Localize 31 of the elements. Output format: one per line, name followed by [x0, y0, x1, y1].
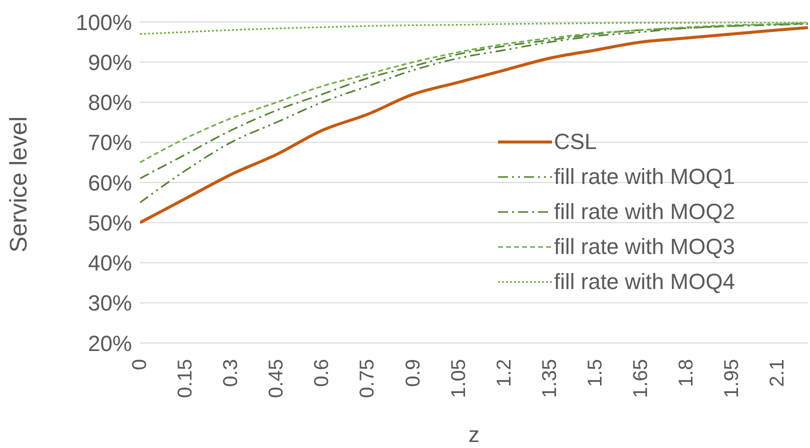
y-tick-label: 40% — [88, 250, 132, 276]
y-tick-label: 100% — [76, 10, 132, 35]
y-tick-label: 50% — [88, 210, 132, 236]
x-tick-label: 0.3 — [220, 359, 242, 387]
legend-label: fill rate with MOQ2 — [554, 198, 735, 226]
legend-label: fill rate with MOQ4 — [554, 268, 735, 296]
x-tick-label: 1.5 — [584, 359, 606, 387]
y-tick-label: 90% — [88, 50, 132, 75]
x-tick-label: 0.9 — [402, 359, 424, 387]
y-tick-label: 30% — [88, 290, 132, 316]
x-tick-label: 0.45 — [266, 359, 288, 398]
y-axis-title: Service level — [6, 116, 33, 252]
x-tick-label: 1.05 — [448, 359, 470, 398]
legend-label: CSL — [554, 128, 597, 156]
y-tick-label: 20% — [88, 330, 132, 356]
x-tick-label: 1.35 — [538, 359, 561, 398]
y-tick-label: 60% — [88, 170, 132, 196]
x-tick-label: 1.65 — [630, 359, 652, 398]
x-tick-label: 1.8 — [676, 359, 698, 387]
x-tick-label: 2.1 — [766, 359, 789, 387]
y-tick-label: 80% — [88, 90, 132, 116]
legend-label: fill rate with MOQ3 — [554, 233, 735, 261]
x-tick-label: 1.2 — [493, 359, 516, 387]
x-axis-title: z — [468, 422, 480, 447]
x-tick-label: 0.6 — [311, 359, 334, 387]
legend-label: fill rate with MOQ1 — [554, 163, 735, 191]
x-tick-label: 0 — [129, 359, 151, 370]
x-tick-label: 0.15 — [174, 359, 197, 398]
y-tick-label: 70% — [88, 130, 132, 156]
x-tick-label: 0.75 — [356, 359, 379, 398]
x-tick-label: 1.95 — [721, 359, 744, 398]
